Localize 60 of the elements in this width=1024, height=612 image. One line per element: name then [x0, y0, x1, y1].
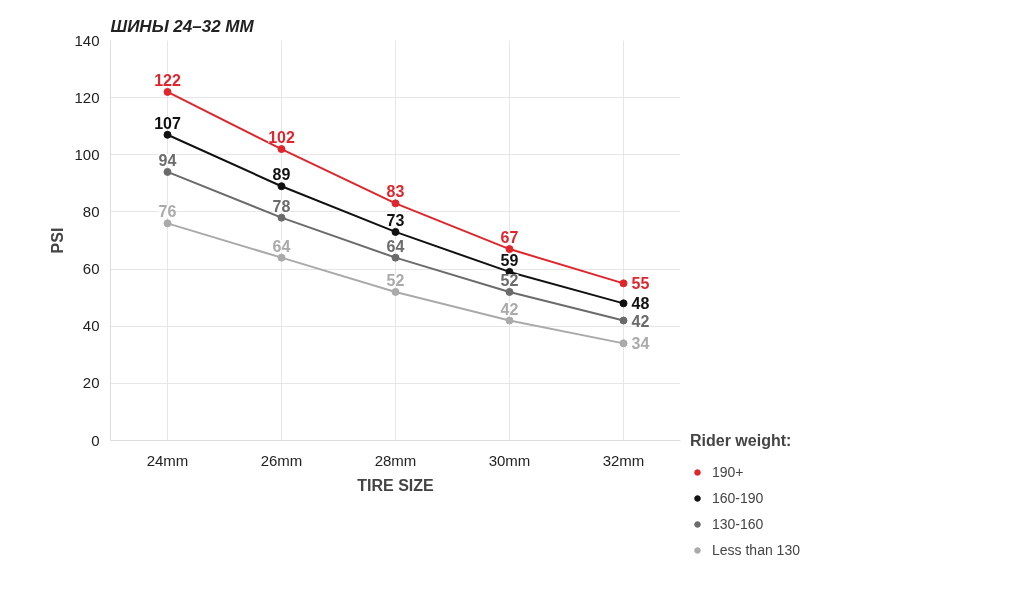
point [505, 245, 514, 254]
point [391, 253, 400, 262]
data-label: 64 [386, 237, 405, 255]
data-label: 67 [500, 229, 519, 247]
point [163, 219, 172, 228]
y-tick-label: 60 [82, 260, 100, 278]
data-label: 55 [631, 275, 650, 293]
point [391, 199, 400, 208]
point [505, 316, 514, 325]
x-tick-label: 28mm [374, 451, 417, 469]
data-label: 107 [154, 114, 181, 132]
x-tick-label: 32mm [602, 451, 645, 469]
chart-title: ШИНЫ 24–32 ММ [110, 16, 255, 36]
point [277, 182, 286, 191]
legend-label: 190+ [712, 464, 744, 480]
y-axis-title: PSI [49, 227, 67, 254]
data-label: 64 [272, 237, 291, 255]
data-label: 73 [386, 211, 405, 229]
data-label: 102 [268, 129, 295, 147]
y-tick-label: 140 [74, 31, 100, 49]
data-label: 122 [154, 71, 181, 89]
y-tick-label: 40 [82, 317, 100, 335]
legend-label: 160-190 [712, 490, 764, 506]
data-label: 83 [386, 183, 405, 201]
data-label: 78 [272, 197, 291, 215]
point [163, 130, 172, 139]
point [619, 279, 628, 288]
point [277, 145, 286, 154]
point [277, 253, 286, 262]
y-tick-label: 80 [82, 202, 100, 220]
x-axis-title: TIRE SIZE [357, 476, 435, 494]
data-label: 52 [500, 271, 519, 289]
point [619, 299, 628, 308]
data-label: 94 [158, 151, 177, 169]
data-label: 52 [386, 271, 405, 289]
data-label: 42 [500, 300, 519, 318]
x-tick-label: 26mm [260, 451, 303, 469]
y-tick-label: 20 [82, 374, 100, 392]
y-tick-label: 0 [91, 431, 100, 449]
point [505, 287, 514, 296]
x-tick-label: 30mm [488, 451, 531, 469]
data-label: 42 [631, 312, 650, 330]
data-label: 89 [272, 166, 291, 184]
legend-title: Rider weight: [690, 432, 793, 450]
point [163, 167, 172, 176]
data-label: 48 [631, 295, 650, 313]
point [391, 227, 400, 236]
point [163, 87, 172, 96]
legend-label: Less than 130 [712, 542, 800, 558]
data-label: 59 [500, 251, 519, 269]
y-tick-label: 100 [74, 145, 100, 163]
y-tick-label: 120 [74, 88, 100, 106]
point [619, 316, 628, 325]
data-label: 76 [158, 203, 177, 221]
point [391, 287, 400, 296]
legend-label: 130-160 [712, 516, 764, 532]
point [619, 339, 628, 348]
point [277, 213, 286, 222]
x-tick-label: 24mm [146, 451, 189, 469]
data-label: 34 [631, 335, 650, 353]
